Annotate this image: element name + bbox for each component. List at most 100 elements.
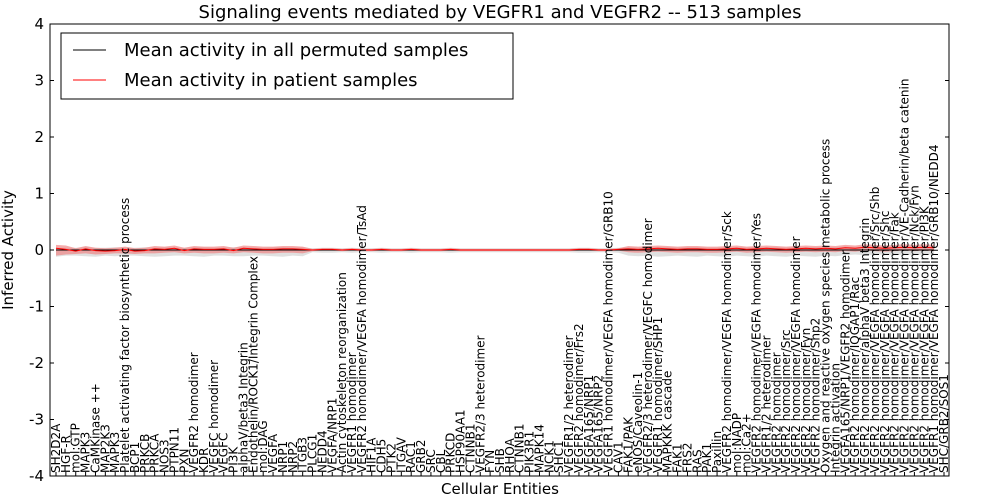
x-tick-label: alphaV/beta3 Integrin	[237, 342, 251, 473]
x-tick-label: PLCG1	[306, 434, 320, 473]
x-tick-label: SH2D2A	[49, 423, 63, 473]
x-tick-label: Integrin activation	[829, 363, 843, 473]
x-tick-label: VEGFR1 homodimer/SHP1	[651, 317, 665, 473]
x-tick-label: VEGFR2 homodimer/Src	[779, 329, 793, 473]
x-tick-label: VEGFA165/NRP1	[582, 375, 596, 473]
x-tick-label: mol:Ca2+	[740, 413, 754, 473]
x-tick-label: MAP2K3	[98, 424, 112, 473]
series-lines	[55, 246, 935, 252]
x-tick-label: ITGB3	[296, 437, 310, 473]
x-tick-label: mol:NADP	[730, 413, 744, 473]
y-tick-label: -1	[29, 298, 44, 316]
x-tick-label: VEGFC homodimer	[207, 360, 221, 473]
x-tick-label: RAC1	[404, 441, 418, 473]
x-tick-label: FYN	[483, 450, 497, 473]
x-tick-label: VEGFR2/3 heterodimer/VEGFC homodimer	[641, 218, 655, 473]
y-tick-label: -2	[29, 354, 44, 372]
x-tick-label: KDR	[197, 448, 211, 473]
x-tick-label: Endothelin/ROCK1/Integrin Complex	[246, 256, 260, 473]
x-tick-label: Paxillin	[710, 431, 724, 473]
x-tick-label: FAK1	[671, 443, 685, 473]
x-tick-label: BCP1	[128, 442, 142, 473]
x-tick-label: VEGFR2 homodimer/alphaV beta3 Integrin	[858, 218, 872, 473]
y-tick-label: 2	[34, 128, 44, 146]
x-tick-label: PXN	[177, 449, 191, 473]
x-tick-label: SHC1	[552, 440, 566, 473]
x-tick-label: mol:DAG	[256, 420, 270, 473]
x-tick-label: FAK1/PAK	[621, 416, 635, 473]
x-tick-label: VEGFA165/NRP1/VEGFR2 homodimer	[838, 250, 852, 473]
x-tick-label: FRS2	[681, 443, 695, 474]
legend: Mean activity in all permuted samples Me…	[60, 32, 514, 100]
x-tick-label: PRKCD	[444, 433, 458, 473]
x-tick-label: MAPK14	[533, 424, 547, 473]
y-tick-label: 3	[34, 72, 44, 90]
x-tick-label: VEGFC	[217, 433, 231, 473]
x-tick-label: VEGFR2 homodimer/VEGFA homodimer/Nck/Fyn	[907, 185, 921, 473]
x-tick-label: VEGFR2 homodimer/VEGFA homodimer/PI3K	[917, 205, 931, 473]
y-tick-label: 0	[34, 241, 44, 259]
x-tick-label: VEGFR2 homodimer/VEGFA homodimer/Fak	[888, 212, 902, 473]
x-axis-label: Cellular Entities	[441, 480, 559, 498]
x-tick-label: NEDD4	[315, 430, 329, 473]
x-tick-label: NOS3	[158, 439, 172, 473]
x-tick-label: VEGFR2/3 heterodimer	[473, 335, 487, 473]
x-tick-label: VEGFR2 homodimer	[769, 352, 783, 473]
x-tick-label: GRB2	[414, 439, 428, 473]
legend-label-patient: Mean activity in patient samples	[124, 70, 418, 91]
x-tick-label: VEGFR1 homodimer	[345, 352, 359, 473]
x-tick-label: SRC	[424, 449, 438, 473]
x-tick-label: VEGFR2 homodimer/Shp2	[809, 318, 823, 473]
x-tick-label: VEGFR2 homodimer/VEGFA homodimer/VE-Cadh…	[898, 79, 912, 473]
x-tick-label: PTK2	[385, 443, 399, 473]
y-axis: -4 -3 -2 -1 0 1 2 3 4	[29, 15, 949, 485]
x-tick-label: SHC/GRB2/SOS1	[937, 374, 951, 473]
x-tick-label: NCK1	[542, 440, 556, 473]
x-tick-label: VEGFR2 homodimer	[187, 352, 201, 473]
chart-title: Signaling events mediated by VEGFR1 and …	[199, 2, 802, 23]
x-tick-label: PI3K	[227, 446, 241, 473]
x-tick-label: Platelet activating factor biosynthetic …	[118, 198, 132, 473]
x-tick-label: VEGFR2 homodimer/Fyn	[799, 328, 813, 473]
y-tick-label: 1	[34, 185, 44, 203]
x-tick-label: SHB	[493, 448, 507, 473]
x-tick-label: eNOS/Caveolin-1	[631, 372, 645, 473]
x-tick-label: RAS	[690, 449, 704, 473]
y-tick-label: -3	[29, 411, 44, 429]
x-tick-label: VEGFR2 homodimer/VEGFA homodimer/TsAd	[355, 205, 369, 473]
x-tick-label: ITGAV	[394, 436, 408, 473]
x-tick-label: CBL	[434, 449, 448, 473]
x-tick-label: CAV1	[611, 441, 625, 473]
legend-label-permuted: Mean activity in all permuted samples	[124, 40, 468, 61]
x-tick-label: VEGFR2 homodimer/Frs2	[572, 323, 586, 473]
x-tick-label: Actin cytoskeleton reorganization	[335, 272, 349, 473]
x-tick-label: CTNNB1	[463, 423, 477, 473]
x-tick-label: NRP1	[276, 441, 290, 473]
y-axis-label: Inferred Activity	[0, 190, 17, 310]
x-tick-label: VEGFR1 homodimer/VEGFA homodimer/GRB10	[602, 191, 616, 473]
x-tick-label: NRP2	[286, 441, 300, 473]
x-tick-label: PAK1	[700, 443, 714, 473]
x-tick-label: VEGFR2 homodimer/VEGFA homodimer/Yes	[750, 213, 764, 473]
x-tick-label: RHOA	[503, 437, 517, 473]
x-tick-label: Oxygen and reactive oxygen species metab…	[819, 139, 833, 473]
x-tick-label: MAPK3	[108, 432, 122, 473]
x-tick-label: VEGFA165/NRP2	[592, 375, 606, 473]
x-tick-label: VEGFA	[266, 433, 280, 473]
x-tick-label: HIF1A	[365, 437, 379, 473]
x-tick-label: mol:GTP	[69, 423, 83, 473]
x-tick-label: CTNNB1	[513, 423, 527, 473]
x-tick-label: VEGFR2 homodimer/VEGFA homodimer/Shc	[878, 211, 892, 473]
x-tick-label: VEGFR1 homodimer/VEGFA homodimer/GRB10/N…	[927, 144, 941, 473]
x-tick-label: PRKCB	[138, 434, 152, 473]
x-tick-label: VEGFR2 homodimer/VEGFA homodimer/Sck	[720, 211, 734, 473]
x-tick-label: VEGFR2 homodimer/IQGAP1/Rac	[848, 277, 862, 473]
patient-mean-line	[55, 246, 935, 252]
x-tick-label: VEGFR2 homodimer/VEGFA homodimer/Src/Shb	[868, 187, 882, 473]
x-tick-label: VEGFR1/2 heterodimer	[562, 335, 576, 473]
x-tick-label: VEGFA/NRP1	[325, 398, 339, 473]
x-tick-label: MAPK3	[79, 432, 93, 473]
x-tick-label: CaMKinase ++	[89, 383, 103, 473]
